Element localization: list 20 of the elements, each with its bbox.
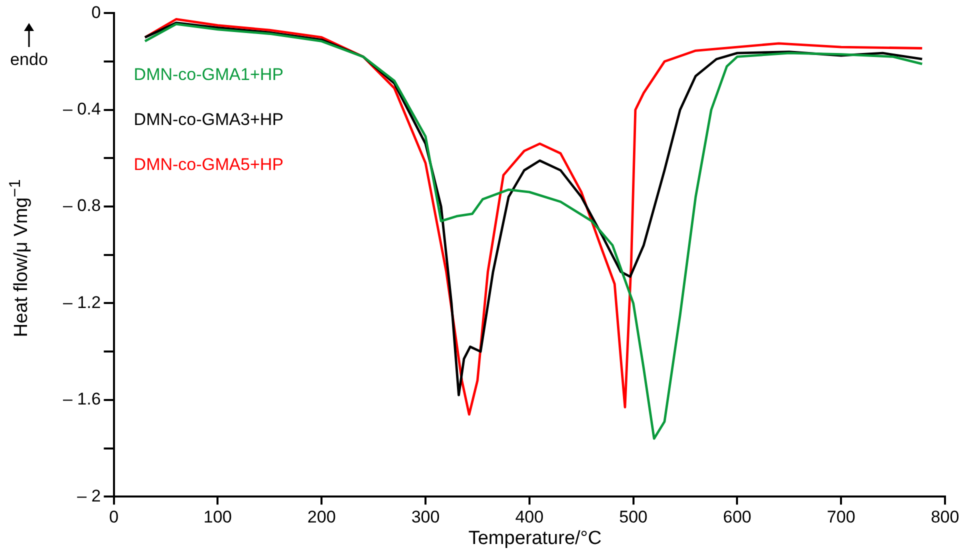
y-tick-label: – 2 — [77, 486, 101, 506]
x-tick-label: 200 — [307, 507, 336, 526]
x-tick-label: 0 — [109, 507, 119, 526]
series-label: DMN-co-GMA1+HP — [134, 64, 284, 84]
y-tick-label: – 0.4 — [63, 100, 101, 119]
y-tick-label: – 0.8 — [63, 196, 101, 216]
text: endo — [9, 50, 49, 70]
y-tick-label: – 1.6 — [63, 390, 101, 409]
x-tick-label: 600 — [723, 507, 752, 526]
x-axis-title: Temperature/°C — [467, 528, 603, 550]
x-tick-label: 800 — [930, 507, 960, 526]
x-tick-label: 100 — [204, 507, 232, 526]
y-tick-label: 0 — [91, 2, 101, 22]
y-tick-label: – 1.2 — [63, 292, 101, 312]
x-tick-label: 500 — [619, 507, 648, 526]
text: DMN-co-GMA3+HP — [134, 110, 284, 129]
text: DMN-co-GMA5+HP — [134, 154, 284, 174]
x-tick-label: 700 — [826, 507, 856, 526]
x-tick-label: 400 — [515, 507, 544, 526]
x-tick-label: 300 — [411, 507, 440, 526]
